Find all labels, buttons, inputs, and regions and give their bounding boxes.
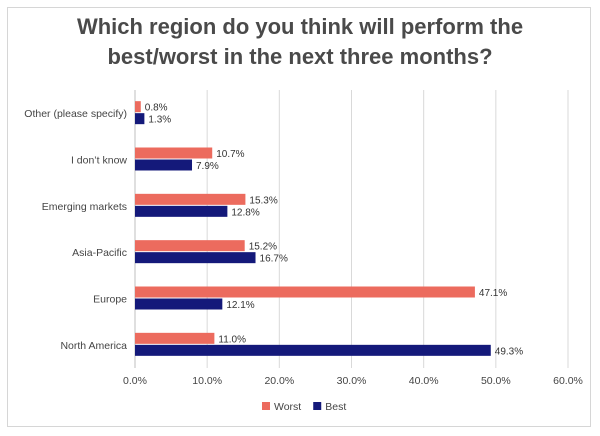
bar-worst bbox=[135, 240, 245, 252]
bar-best bbox=[135, 205, 228, 217]
x-tick-label: 30.0% bbox=[337, 375, 367, 387]
data-label: 49.3% bbox=[495, 346, 523, 357]
bar-best bbox=[135, 159, 193, 171]
data-label: 15.3% bbox=[249, 195, 277, 206]
data-label: 11.0% bbox=[218, 334, 246, 345]
data-label: 7.9% bbox=[196, 161, 219, 172]
category-label: Asia-Pacific bbox=[72, 247, 127, 259]
data-label: 15.2% bbox=[249, 242, 277, 253]
x-tick-label: 50.0% bbox=[481, 375, 511, 387]
category-label: I don’t know bbox=[71, 155, 127, 167]
chart-frame bbox=[7, 7, 591, 427]
data-label: 10.7% bbox=[216, 149, 244, 160]
category-label: Europe bbox=[93, 294, 127, 306]
x-tick-label: 10.0% bbox=[192, 375, 222, 387]
data-label: 1.3% bbox=[148, 115, 171, 126]
category-label: Other (please specify) bbox=[24, 108, 127, 120]
bar-best bbox=[135, 298, 223, 310]
legend-label: Worst bbox=[274, 401, 301, 413]
legend-swatch-best bbox=[313, 402, 322, 410]
x-tick-label: 20.0% bbox=[264, 375, 294, 387]
bar-worst bbox=[135, 286, 475, 298]
bar-worst bbox=[135, 332, 215, 344]
chart-title-line-2: best/worst in the next three months? bbox=[107, 44, 493, 69]
bar-best bbox=[135, 113, 145, 125]
bar-best bbox=[135, 344, 491, 356]
data-label: 12.8% bbox=[231, 207, 259, 218]
legend-label: Best bbox=[325, 401, 346, 413]
data-label: 47.1% bbox=[479, 288, 507, 299]
data-label: 12.1% bbox=[226, 300, 254, 311]
legend-swatch-worst bbox=[262, 402, 270, 410]
bar-worst bbox=[135, 147, 213, 159]
data-label: 0.8% bbox=[145, 103, 168, 114]
bar-best bbox=[135, 252, 256, 264]
chart-title-line-1: Which region do you think will perform t… bbox=[76, 14, 524, 39]
data-label: 16.7% bbox=[260, 254, 288, 265]
x-tick-label: 40.0% bbox=[409, 375, 439, 387]
x-tick-label: 0.0% bbox=[123, 375, 147, 387]
bar-worst bbox=[135, 193, 246, 205]
category-label: Emerging markets bbox=[42, 201, 127, 213]
x-tick-label: 60.0% bbox=[553, 375, 583, 387]
bar-worst bbox=[135, 101, 141, 113]
category-label: North America bbox=[60, 340, 127, 352]
